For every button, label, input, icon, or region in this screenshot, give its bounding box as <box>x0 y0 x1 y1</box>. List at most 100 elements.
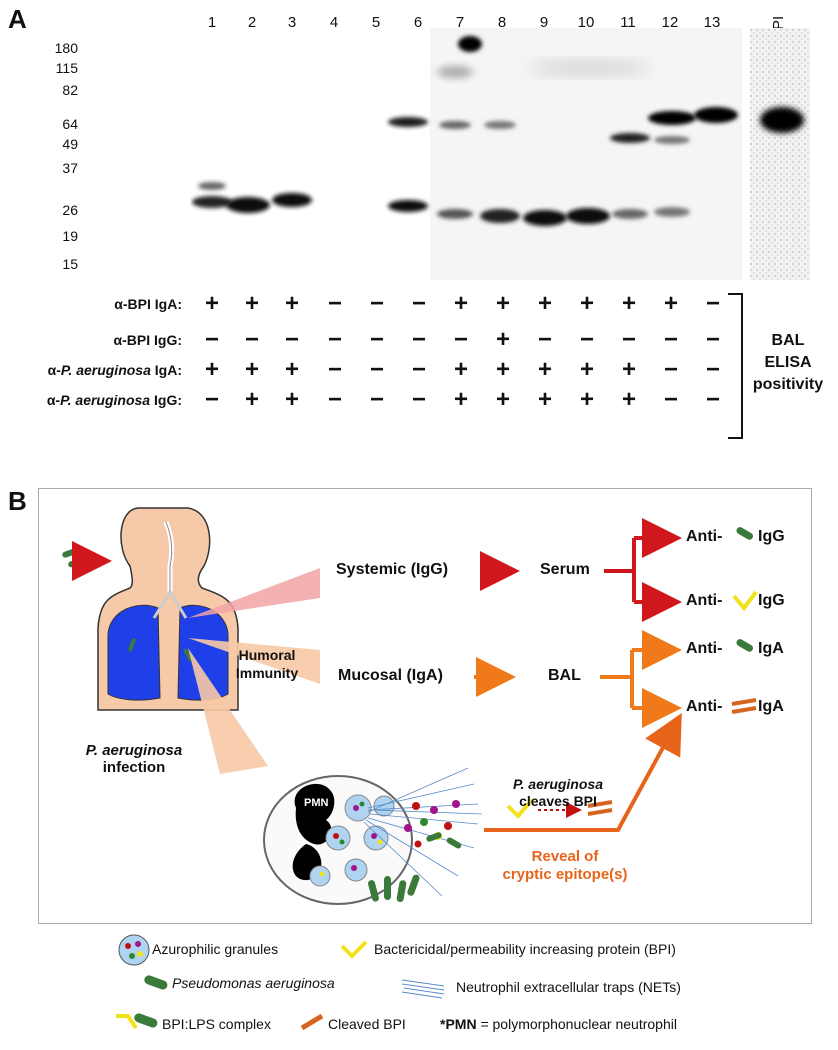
cleaves-label-line-2: cleaves BPI <box>519 793 597 809</box>
elisa-sign: − <box>663 326 678 353</box>
elisa-sign: + <box>204 356 219 383</box>
lane-number: 7 <box>455 14 465 31</box>
mw-marker-label: 15 <box>62 256 78 272</box>
row-label-suffix: IgG: <box>150 392 182 408</box>
elisa-sign: + <box>495 356 510 383</box>
elisa-label-line-1: BAL <box>771 332 805 349</box>
lane-number: 4 <box>329 14 339 31</box>
lane-number: 10 <box>577 14 595 31</box>
outcome-1-isotype: IgG <box>758 528 785 545</box>
mw-marker-label: 82 <box>62 82 78 98</box>
outcome-3-prefix: Anti- <box>686 640 723 657</box>
nets-legend-icon <box>401 979 445 999</box>
humoral-immunity-label: Humoral Immunity <box>222 646 312 682</box>
elisa-sign: − <box>621 326 636 353</box>
elisa-sign: − <box>705 386 720 413</box>
lane-number: 12 <box>661 14 679 31</box>
mw-marker-label: 180 <box>54 40 78 56</box>
elisa-sign: + <box>537 386 552 413</box>
systemic-igg-label: Systemic (IgG) <box>336 561 449 578</box>
row-label: α-P. aeruginosa IgA: <box>2 362 182 378</box>
elisa-sign: − <box>663 386 678 413</box>
elisa-positivity-label: BAL ELISA positivity <box>742 330 834 396</box>
elisa-sign: + <box>244 356 259 383</box>
row-label-suffix: IgG: <box>154 332 182 348</box>
row-label: α-P. aeruginosa IgG: <box>2 392 182 408</box>
humoral-beam-lower <box>188 648 268 774</box>
lane-number: 13 <box>703 14 721 31</box>
mw-marker-label: 37 <box>62 160 78 176</box>
elisa-sign: − <box>705 290 720 317</box>
lane-number: 2 <box>247 14 257 31</box>
row-label-prefix: α-BPI <box>113 332 154 348</box>
bal-label: BAL <box>548 667 581 684</box>
row-label-italic: P. aeruginosa <box>60 362 151 378</box>
elisa-sign: − <box>411 386 426 413</box>
elisa-sign: − <box>327 326 342 353</box>
serum-label: Serum <box>540 561 590 578</box>
elisa-sign: + <box>621 386 636 413</box>
elisa-sign: + <box>495 326 510 353</box>
row-label: α-BPI IgG: <box>2 332 183 348</box>
elisa-sign: − <box>705 356 720 383</box>
elisa-sign: + <box>453 290 468 317</box>
mucosal-iga-label: Mucosal (IgA) <box>338 667 443 684</box>
elisa-sign: + <box>244 290 259 317</box>
released-granules <box>404 800 462 849</box>
elisa-sign: + <box>579 386 594 413</box>
mucosal-branch <box>600 648 672 710</box>
outcome-icons <box>731 527 758 714</box>
legend-pmn-definition: *PMN = polymorphonuclear neutrophil <box>440 1016 677 1032</box>
bpi-legend-icon <box>340 940 368 959</box>
outcome-1-prefix: Anti- <box>686 528 723 545</box>
elisa-sign: + <box>537 290 552 317</box>
elisa-sign: + <box>579 290 594 317</box>
elisa-sign: − <box>327 290 342 317</box>
elisa-label-line-3: positivity <box>752 376 824 393</box>
mw-marker-label: 26 <box>62 202 78 218</box>
elisa-sign: + <box>453 356 468 383</box>
elisa-sign: + <box>284 386 299 413</box>
elisa-sign: + <box>663 290 678 317</box>
elisa-sign: + <box>284 356 299 383</box>
humoral-label-line-2: Immunity <box>235 665 299 681</box>
human-torso <box>97 507 239 711</box>
elisa-sign: − <box>284 326 299 353</box>
lane-number: 3 <box>287 14 297 31</box>
elisa-sign: + <box>244 386 259 413</box>
intact-bpi-icon <box>506 798 534 819</box>
elisa-sign: − <box>204 386 219 413</box>
elisa-sign: − <box>663 356 678 383</box>
cleaved-bpi-legend-icon <box>300 1013 324 1031</box>
mw-marker-label: 115 <box>55 60 78 76</box>
elisa-sign: + <box>621 290 636 317</box>
elisa-sign: − <box>327 356 342 383</box>
elisa-sign: + <box>579 356 594 383</box>
infection-label-line-1: P. aeruginosa <box>85 742 183 759</box>
row-label-prefix: α- <box>47 362 61 378</box>
outcome-2-isotype: IgG <box>758 592 785 609</box>
row-label-italic: P. aeruginosa <box>60 392 151 408</box>
elisa-sign: − <box>537 326 552 353</box>
outcome-2-prefix: Anti- <box>686 592 723 609</box>
lane-number: 5 <box>371 14 381 31</box>
panel-a-letter: A <box>8 4 27 34</box>
row-label-prefix: α-BPI <box>114 296 155 312</box>
elisa-sign: − <box>244 326 259 353</box>
elisa-sign: + <box>453 386 468 413</box>
mw-marker-label: 64 <box>62 116 78 132</box>
bpi-standard-strip <box>750 28 810 280</box>
outcome-3-isotype: IgA <box>758 640 784 657</box>
elisa-sign: − <box>369 386 384 413</box>
elisa-sign: − <box>369 326 384 353</box>
reveal-label-line-2: cryptic epitope(s) <box>502 866 628 883</box>
row-label-suffix: IgA: <box>154 296 182 312</box>
elisa-sign: − <box>369 356 384 383</box>
bpi-lps-complex-legend-icon <box>116 1013 158 1030</box>
pseudomonas-legend-icon <box>144 975 168 990</box>
gel-bands-right <box>437 36 738 226</box>
lane-number: 6 <box>413 14 423 31</box>
elisa-sign: + <box>204 290 219 317</box>
gel-bands-left <box>192 117 428 213</box>
legend-bpi-text: Bactericidal/permeability increasing pro… <box>374 941 676 957</box>
